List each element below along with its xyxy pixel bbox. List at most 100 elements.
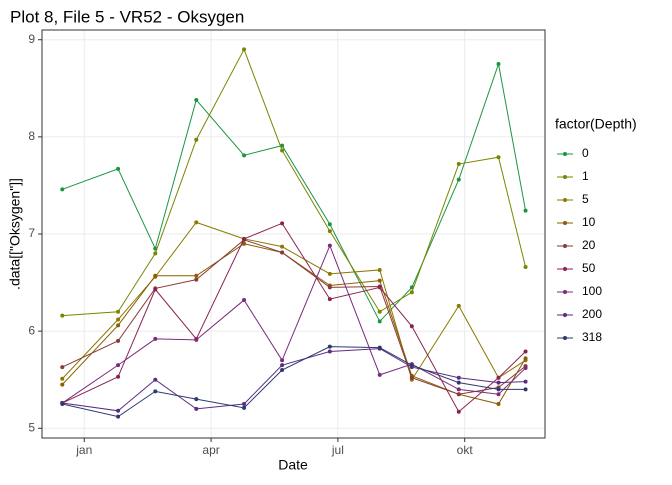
data-point [496,375,501,380]
data-point [116,408,121,413]
data-point [327,222,332,227]
plot-border [41,29,546,439]
data-point [194,220,199,225]
legend-label: 0 [582,146,589,160]
legend-key-point [563,313,567,317]
series-line [62,62,527,323]
data-point [116,166,121,171]
data-point [116,363,121,368]
data-point [153,377,158,382]
data-point [194,273,199,278]
legend-label: 100 [582,284,602,298]
data-point [456,177,461,182]
data-point [153,389,158,394]
data-point [456,303,461,308]
data-point [456,409,461,414]
legend-key-point [563,221,567,225]
legend-key-point [563,267,567,271]
legend-label: 10 [582,215,596,229]
x-tick-label: apr [202,443,219,457]
data-point [496,402,501,406]
data-point [523,356,528,361]
data-point [327,285,332,290]
data-point [409,363,414,368]
data-point [496,380,501,385]
legend-key-point [563,152,567,156]
x-axis-label: Date [278,457,308,473]
data-point [280,244,285,249]
data-point [327,271,332,276]
data-point [153,251,158,256]
data-point [153,287,158,292]
data-point [523,379,528,384]
data-point [456,375,461,380]
series-line [62,244,526,404]
data-point [523,265,528,270]
data-point [377,285,382,290]
data-point [60,365,65,370]
data-point [496,387,501,392]
data-point [153,273,158,278]
y-axis-label: .data[["Oksygen"]] [7,178,23,290]
data-point [242,241,247,246]
data-point [280,250,285,255]
data-point [60,376,65,381]
legend-label: 5 [582,192,589,206]
data-point [456,392,461,397]
data-point [409,375,414,380]
data-point [327,229,332,234]
data-point [242,298,247,303]
data-point [280,368,285,372]
data-point [242,47,247,52]
data-point [377,319,382,324]
data-point [523,349,528,354]
data-point [153,336,158,341]
data-point [194,406,199,411]
legend-title: factor(Depth) [555,116,637,132]
data-point [456,387,461,392]
data-point [242,153,247,158]
data-point [377,345,382,350]
data-point [377,372,382,377]
legend-label: 1 [582,169,589,183]
data-point [242,402,247,406]
data-point [194,337,199,342]
legend-label: 50 [582,261,596,275]
legend-label: 20 [582,238,596,252]
legend-key-point [563,290,567,294]
data-point [194,277,199,282]
data-point [377,278,382,283]
legend-key-point [563,336,567,340]
data-point [194,397,199,402]
legend-label: 318 [582,330,602,344]
y-tick-label: 6 [28,323,35,337]
data-point [116,309,121,314]
data-point [456,380,461,385]
legend-key-point [563,244,567,248]
data-point [60,402,65,406]
data-point [60,187,65,192]
data-point [242,405,247,410]
x-tick-label: jul [331,443,344,457]
data-point [116,374,121,379]
series-line [62,222,526,413]
data-point [409,290,414,295]
data-point [60,313,65,318]
x-tick-label: okt [457,443,474,457]
data-point [496,392,501,397]
data-point [523,387,528,392]
data-point [327,349,332,354]
data-point [194,97,199,102]
legend-key-point [563,175,567,179]
data-point [116,323,121,328]
data-point [496,62,501,66]
data-point [377,267,382,272]
data-point [280,363,285,368]
series-line [62,239,526,395]
data-point [60,382,65,387]
y-tick-label: 8 [28,129,35,143]
legend-label: 200 [582,307,602,321]
series-line [62,346,526,418]
data-point [194,137,199,142]
